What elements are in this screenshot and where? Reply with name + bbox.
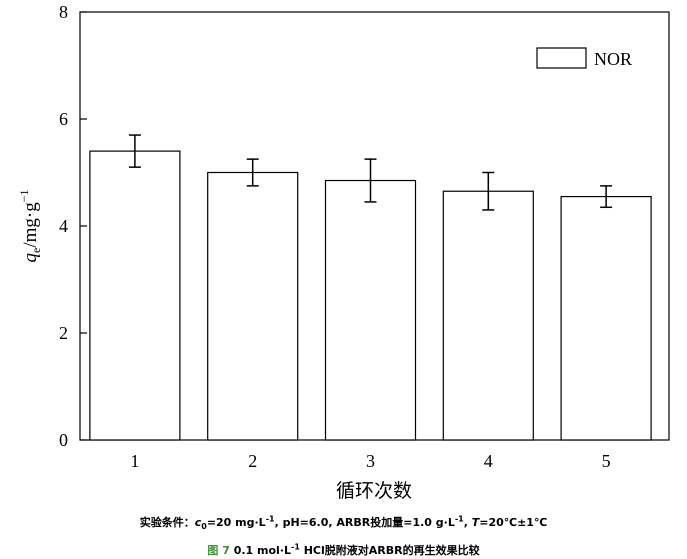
figure-title-b: HCl脱附液对ARBR的再生效果比较 [299,544,480,557]
x-tick-label: 3 [366,451,375,471]
y-tick-label: 2 [59,323,68,343]
conditions-c-sub: 0 [201,522,207,532]
bar-chart: 0 2 4 6 8 1 2 3 4 5 NOR 循环次数 qe/mg·g−1 [17,2,670,502]
legend: NOR [536,47,632,69]
figure-title-sup: -1 [291,542,300,552]
x-tick-label: 2 [248,451,257,471]
figure-label: 图 7 [207,544,230,557]
figure-title-a: 0.1 mol·L [229,544,291,557]
y-tick-label: 8 [59,2,68,22]
conditions-c: c [194,516,202,529]
legend-swatch [536,47,587,69]
y-tick-label: 4 [59,216,68,236]
y-axis-title: qe/mg·g−1 [17,190,43,263]
conditions-prefix: 实验条件： [139,516,195,529]
y-tick-label: 6 [59,109,68,129]
conditions-sup1: -1 [265,514,275,524]
bar [442,190,534,441]
conditions-end: =20℃±1℃ [479,516,548,529]
figure-caption: 图 7 0.1 mol·L-1 HCl脱附液对ARBR的再生效果比较 [0,542,687,558]
bar [560,195,652,441]
conditions-t: T [471,516,480,529]
x-tick-label: 4 [484,451,493,471]
x-tick-label: 1 [130,451,139,471]
bar [324,179,417,441]
conditions-comma: , [463,516,472,529]
conditions-mid: , pH=6.0, ARBR投加量=1.0 g·L [274,516,455,529]
x-axis-title: 循环次数 [336,480,412,502]
conditions-sup2: -1 [454,514,464,524]
experiment-conditions: 实验条件：c0=20 mg·L-1, pH=6.0, ARBR投加量=1.0 g… [0,514,687,531]
conditions-c-val: =20 mg·L [206,516,266,529]
bar [207,171,299,441]
svg-text:qe/mg·g−1: qe/mg·g−1 [17,190,43,263]
legend-label: NOR [594,49,632,69]
y-tick-label: 0 [59,430,68,450]
x-tick-label: 5 [602,451,611,471]
bar [89,150,181,441]
